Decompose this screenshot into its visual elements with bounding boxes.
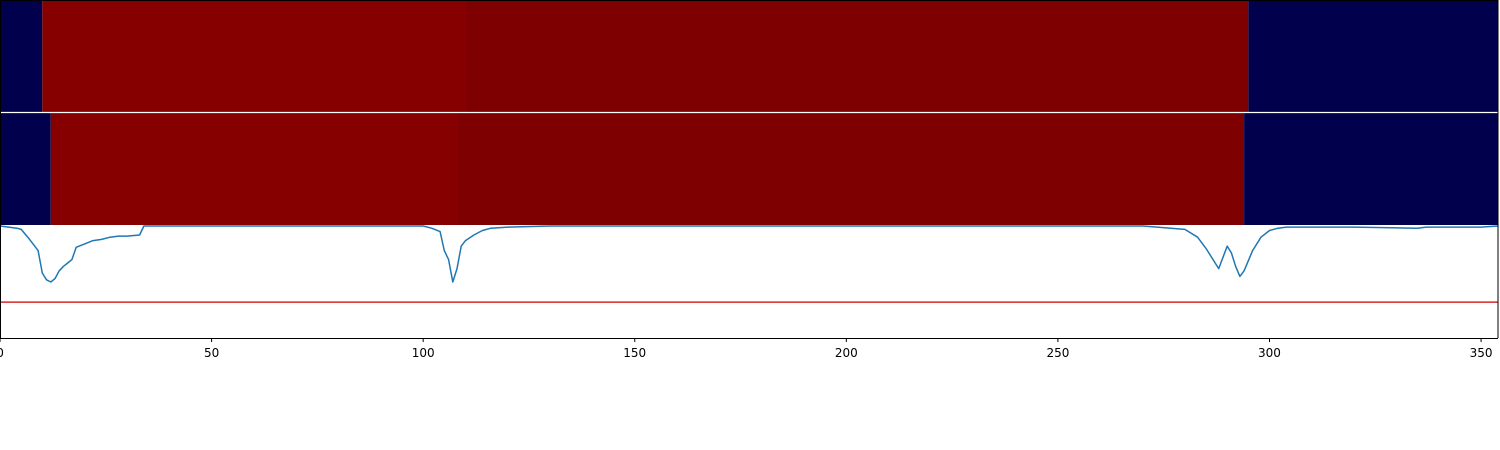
heatmap-row-2-segment-4 [1244, 113, 1498, 225]
x-tick-label-150: 150 [623, 346, 646, 360]
signal-panel [0, 225, 1499, 303]
heatmap-row-1-segment-1 [0, 0, 43, 112]
x-tick-label-350: 350 [1470, 346, 1493, 360]
heatmap-row-2-segment-2 [50, 113, 458, 225]
heatmap-rows [0, 0, 1498, 225]
heatmap-row-1-segment-4 [1248, 0, 1498, 112]
x-tick-label-300: 300 [1258, 346, 1281, 360]
signal-line [0, 225, 1499, 283]
heatmap-row-2-segment-3 [457, 113, 1245, 225]
x-tick-label-100: 100 [412, 346, 435, 360]
x-tick-label-200: 200 [835, 346, 858, 360]
x-tick-label-250: 250 [1046, 346, 1069, 360]
heatmap-row-1-segment-2 [42, 0, 466, 112]
heatmap-row-2-segment-1 [0, 113, 51, 225]
x-tick-label-0: 0 [0, 346, 4, 360]
heatmap-row-1-segment-3 [465, 0, 1249, 112]
x-axis: 0 50 100 150 200 250 300 350 [0, 0, 1499, 360]
x-tick-label-50: 50 [204, 346, 219, 360]
